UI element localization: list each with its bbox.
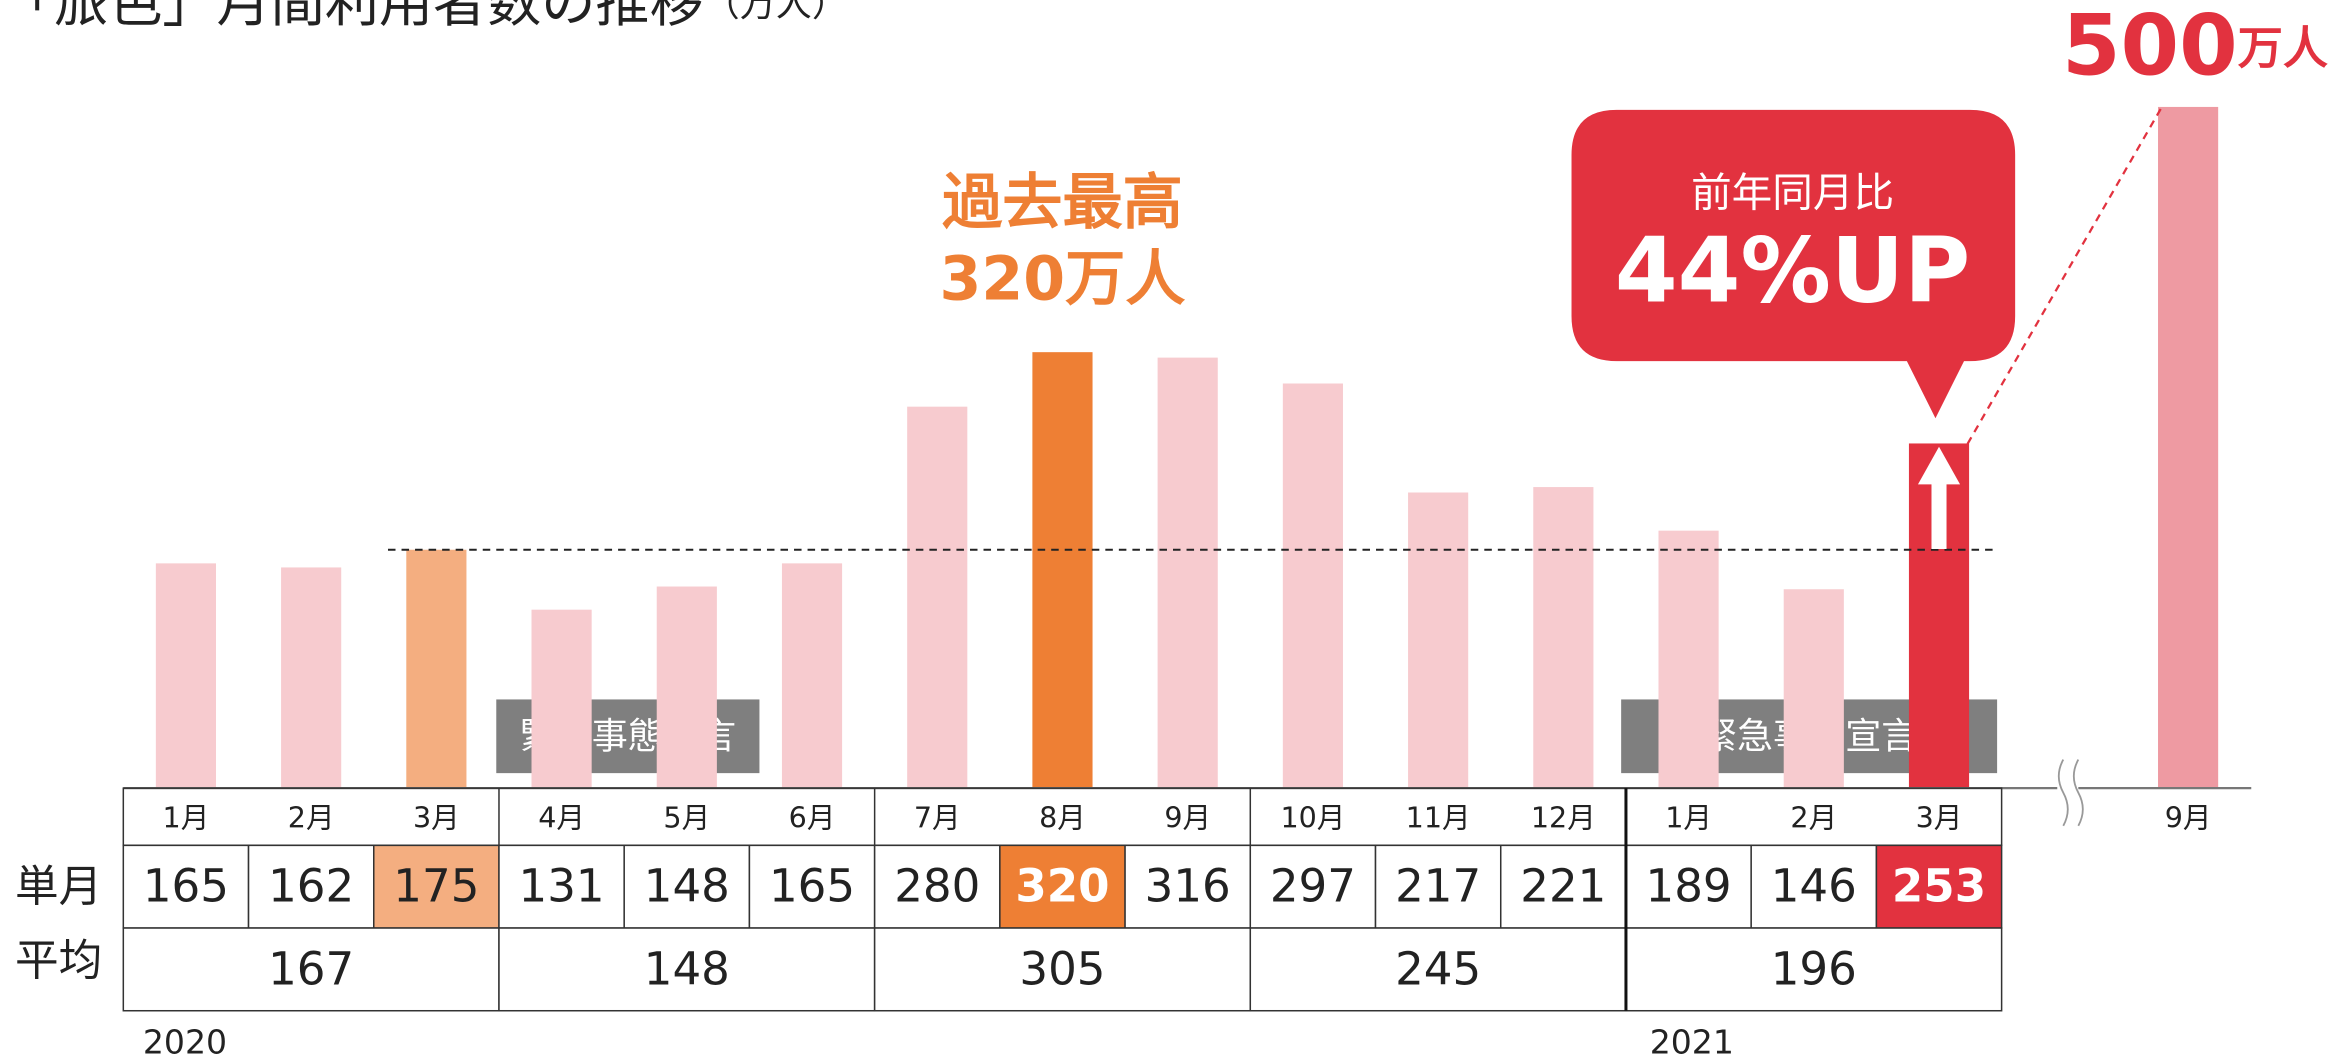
value-text: 221 bbox=[1520, 860, 1606, 913]
month-label: 7月 bbox=[914, 801, 961, 835]
value-text: 189 bbox=[1646, 860, 1732, 913]
title-text: 「旅色」月間利用者数の推移 bbox=[0, 0, 704, 34]
growth-line bbox=[1966, 107, 2163, 445]
value-cell bbox=[873, 844, 1001, 929]
average-text: 245 bbox=[1395, 942, 1481, 995]
callout-title: 前年同月比 bbox=[1691, 169, 1894, 217]
record-title: 過去最高 bbox=[942, 168, 1183, 238]
value-text: 320 bbox=[1015, 860, 1109, 913]
average-text: 305 bbox=[1019, 942, 1105, 995]
value-text: 297 bbox=[1270, 860, 1356, 913]
month-label: 3月 bbox=[1916, 801, 1963, 835]
bar bbox=[656, 586, 717, 789]
month-label: 2月 bbox=[1790, 801, 1837, 835]
bar bbox=[1282, 383, 1343, 789]
value-cell bbox=[623, 844, 751, 929]
header-row bbox=[122, 787, 2003, 847]
value-text: 165 bbox=[769, 860, 855, 913]
bar bbox=[1658, 530, 1719, 789]
bar bbox=[1783, 589, 1844, 789]
peak-unit: 万人 bbox=[2238, 21, 2328, 74]
axis-break bbox=[2057, 759, 2084, 827]
value-text: 148 bbox=[644, 860, 730, 913]
average-cell bbox=[1249, 927, 1627, 1012]
title-unit: （万人） bbox=[704, 0, 848, 25]
average-cell bbox=[122, 927, 500, 1012]
value-text: 146 bbox=[1771, 860, 1857, 913]
month-label: 10月 bbox=[1280, 801, 1345, 835]
month-label: 4月 bbox=[538, 801, 585, 835]
record-value: 320万人 bbox=[940, 244, 1186, 314]
month-label: 3月 bbox=[413, 801, 460, 835]
bar bbox=[281, 567, 342, 789]
peak-value: 500 bbox=[2062, 0, 2238, 94]
bar bbox=[531, 609, 592, 789]
month-label: 1月 bbox=[163, 801, 210, 835]
month-label: 2月 bbox=[288, 801, 335, 835]
value-text: 175 bbox=[393, 860, 479, 913]
bar bbox=[1032, 352, 1093, 789]
bar bbox=[1408, 492, 1469, 789]
value-text: 165 bbox=[143, 860, 229, 913]
bar bbox=[781, 563, 843, 789]
average-text: 148 bbox=[644, 942, 730, 995]
month-label: 6月 bbox=[789, 801, 836, 835]
chart-title: 「旅色」月間利用者数の推移（万人） bbox=[0, 0, 848, 34]
up-arrow bbox=[1917, 446, 1961, 550]
bar bbox=[155, 563, 217, 789]
callout-value: 44%UP bbox=[1615, 219, 1970, 324]
bar bbox=[2158, 106, 2219, 789]
value-text: 253 bbox=[1892, 860, 1986, 913]
bar bbox=[406, 549, 467, 789]
average-cell bbox=[498, 927, 876, 1012]
month-label: 11月 bbox=[1406, 801, 1471, 835]
month-label: 1月 bbox=[1665, 801, 1712, 835]
value-cell bbox=[122, 844, 250, 929]
bar bbox=[1533, 487, 1594, 789]
row-label: 平均 bbox=[15, 936, 102, 986]
value-text: 280 bbox=[894, 860, 980, 913]
value-text: 316 bbox=[1145, 860, 1231, 913]
average-cell bbox=[873, 927, 1252, 1012]
value-cell bbox=[999, 844, 1126, 929]
average-text: 196 bbox=[1771, 942, 1857, 995]
value-cell bbox=[247, 844, 375, 929]
value-text: 131 bbox=[519, 860, 605, 913]
peak-label: 500万人 bbox=[2062, 0, 2328, 94]
average-text: 167 bbox=[268, 942, 354, 995]
month-label: 5月 bbox=[663, 801, 710, 835]
year-label: 2021 bbox=[1650, 1022, 1734, 1056]
value-cell bbox=[1875, 844, 2003, 929]
year-label: 2020 bbox=[143, 1022, 227, 1056]
month-label: 9月 bbox=[1164, 801, 1211, 835]
month-label: 12月 bbox=[1531, 801, 1596, 835]
bar bbox=[1157, 357, 1218, 789]
callout bbox=[1571, 109, 2016, 419]
value-text: 217 bbox=[1395, 860, 1481, 913]
value-text: 162 bbox=[268, 860, 354, 913]
month-label: 9月 bbox=[2165, 801, 2212, 835]
value-cell bbox=[1750, 844, 1878, 929]
bar bbox=[907, 406, 968, 789]
row-label: 単月 bbox=[15, 863, 102, 913]
month-label: 8月 bbox=[1039, 801, 1086, 835]
